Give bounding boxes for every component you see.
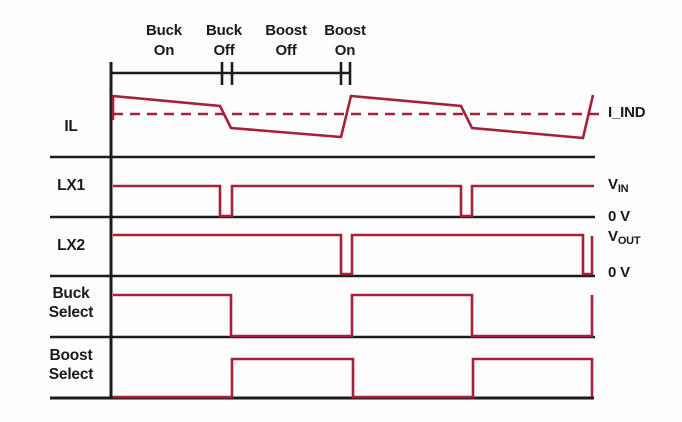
level-label-lx2-zero: 0 V [608, 264, 630, 281]
row-label-boost-select: Boost Select [48, 347, 94, 383]
row-label-il: IL [64, 118, 78, 135]
buck-select-waveform [113, 293, 594, 338]
phase-label-buck-off: Buck Off [206, 22, 242, 59]
boost-select-waveform [113, 357, 594, 399]
row-label-lx1: LX1 [57, 177, 85, 194]
phase-label-boost-on: Boost On [324, 22, 366, 59]
level-label-vout: VOUT [608, 228, 641, 247]
phase-label-boost-off: Boost Off [265, 22, 307, 59]
phase-label-buck-on: Buck On [146, 22, 182, 59]
level-label-i-ind: I_IND [608, 104, 646, 121]
row-label-lx2: LX2 [57, 237, 85, 254]
level-label-vin: VIN [608, 176, 629, 195]
row-label-buck-select: Buck Select [48, 285, 94, 321]
lx2-waveform [113, 233, 594, 276]
level-label-lx1-zero: 0 V [608, 208, 630, 225]
il-waveform [111, 94, 595, 140]
lx1-waveform [113, 184, 594, 218]
